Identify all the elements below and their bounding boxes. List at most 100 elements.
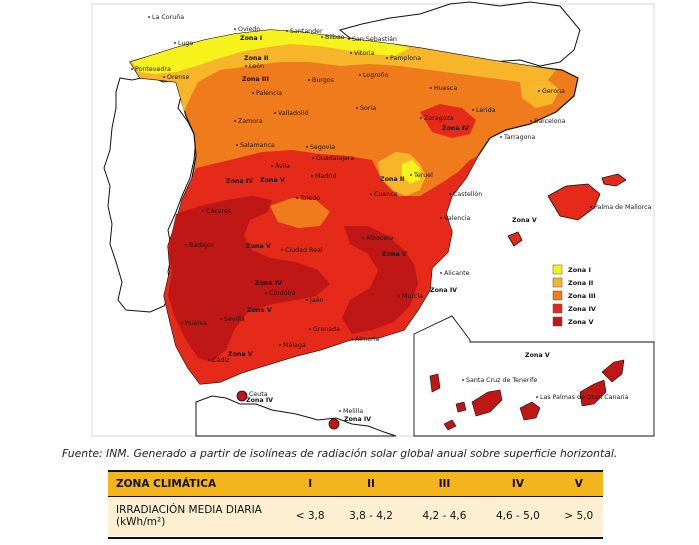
canary-gran-canaria (519, 401, 541, 421)
map-caption: Fuente: INM. Generado a partir de isolín… (62, 447, 618, 460)
city-dot (308, 79, 310, 81)
city-dot (500, 136, 502, 138)
city-dot (410, 174, 412, 176)
canary-lanzarote (601, 359, 625, 383)
canary-el-hierro (443, 419, 457, 431)
city-label: Barcelona (534, 118, 566, 125)
city-label: Lérida (476, 106, 496, 114)
city-dot (252, 92, 254, 94)
city-label: Las Palmas de Gran Canaria (540, 394, 629, 401)
solar-zone-map: La Coruña Oviedo Santander Bilbao San Sebast… (91, 1, 655, 437)
city-dot (312, 157, 314, 159)
zona-IV-patch-madrid (270, 198, 330, 228)
legend-swatch-zona-IV (552, 303, 563, 314)
irradiation-value-III: 4,2 - 4,6 (407, 496, 482, 536)
city-dot (370, 193, 372, 195)
table-rule-bottom (108, 537, 603, 539)
city-dot (234, 28, 236, 30)
irradiation-row-label: IRRADIACIÓN MEDIA DIARIA (kWh/m²) (108, 496, 286, 536)
zone-label: Zona IV (246, 397, 273, 404)
city-dot (350, 52, 352, 54)
zona-V-region-east (342, 226, 418, 334)
city-label: Zaragoza (424, 115, 454, 122)
city-dot (536, 396, 538, 398)
city-label: Madrid (315, 173, 337, 180)
irradiation-value-V: > 5,0 (554, 496, 603, 536)
city-label: Albacete (366, 235, 394, 242)
city-dot (306, 146, 308, 148)
city-label: Jaén (309, 296, 324, 304)
city-label: Huesca (434, 85, 457, 92)
zone-label: Zona IV (430, 287, 457, 294)
ceuta-marker (236, 390, 248, 402)
menorca (601, 173, 627, 187)
city-dot (398, 295, 400, 297)
legend-swatch-zona-III (552, 290, 563, 301)
city-dot (321, 36, 323, 38)
city-dot (265, 292, 267, 294)
city-dot (538, 90, 540, 92)
city-dot (440, 272, 442, 274)
city-label: Cuenca (374, 191, 398, 198)
zone-header-II: II (334, 472, 408, 496)
zone-header-I: I (286, 472, 335, 496)
canary-la-gomera (455, 401, 467, 413)
city-label: Gerona (542, 88, 565, 95)
city-dot (462, 379, 464, 381)
zone-header-III: III (407, 472, 482, 496)
city-dot (245, 65, 247, 67)
city-dot (339, 410, 341, 412)
city-dot (131, 68, 133, 70)
africa-coast (195, 395, 397, 437)
city-dot (245, 393, 247, 395)
mallorca (547, 183, 601, 221)
irradiation-value-IV: 4,6 - 5,0 (481, 496, 555, 536)
city-label: Granada (313, 326, 340, 333)
city-label: Zamora (238, 118, 263, 125)
city-dot (351, 338, 353, 340)
zone-table: ZONA CLIMÁTICA I II III IV V IRRADIACIÓN… (108, 472, 603, 536)
city-label: Castellón (453, 190, 482, 198)
city-dot (279, 344, 281, 346)
zone-label: Zona IV (255, 280, 282, 287)
zone-label: Zona V (382, 251, 407, 258)
city-dot (348, 38, 350, 40)
zone-header-label: ZONA CLIMÁTICA (108, 472, 286, 496)
city-dot (174, 42, 176, 44)
city-label: Toledo (299, 195, 320, 202)
zone-label: Zona V (247, 307, 272, 314)
city-dot (359, 74, 361, 76)
city-label: Segovia (310, 144, 335, 151)
table-rule-top (108, 470, 603, 472)
city-label: La Coruña (152, 14, 184, 21)
city-label: Ávila (275, 161, 290, 170)
map-legend: Zona I Zona II Zona III Zona IV Zona V (552, 264, 596, 327)
zone-header-V: V (554, 472, 603, 496)
city-label: Valladolid (278, 110, 308, 117)
city-dot (163, 76, 165, 78)
zone-label: Zona V (228, 351, 253, 358)
legend-swatch-zona-I (552, 264, 563, 275)
city-dot (148, 16, 150, 18)
city-dot (590, 206, 592, 208)
legend-label-zona-I: Zona I (568, 266, 591, 274)
city-label: Ceuta (249, 391, 268, 398)
city-label: Cáceres (206, 207, 231, 215)
city-label: Almería (355, 335, 379, 343)
zone-label: Zona V (512, 217, 537, 224)
zone-header-IV: IV (481, 472, 555, 496)
zone-label: Zona I (240, 35, 262, 42)
city-label: Bilbao (325, 34, 345, 41)
legend-swatch-zona-V (552, 316, 563, 327)
city-dot (356, 107, 358, 109)
city-label: Melilla (343, 408, 363, 415)
city-dot (185, 244, 187, 246)
city-dot (362, 237, 364, 239)
city-label: Logroño (363, 72, 389, 79)
city-label: Soria (360, 105, 376, 112)
city-label: Huelva (185, 320, 207, 327)
city-dot (449, 193, 451, 195)
zone-label: Zona V (525, 352, 550, 359)
city-label: Santa Cruz de Tenerife (466, 377, 537, 384)
